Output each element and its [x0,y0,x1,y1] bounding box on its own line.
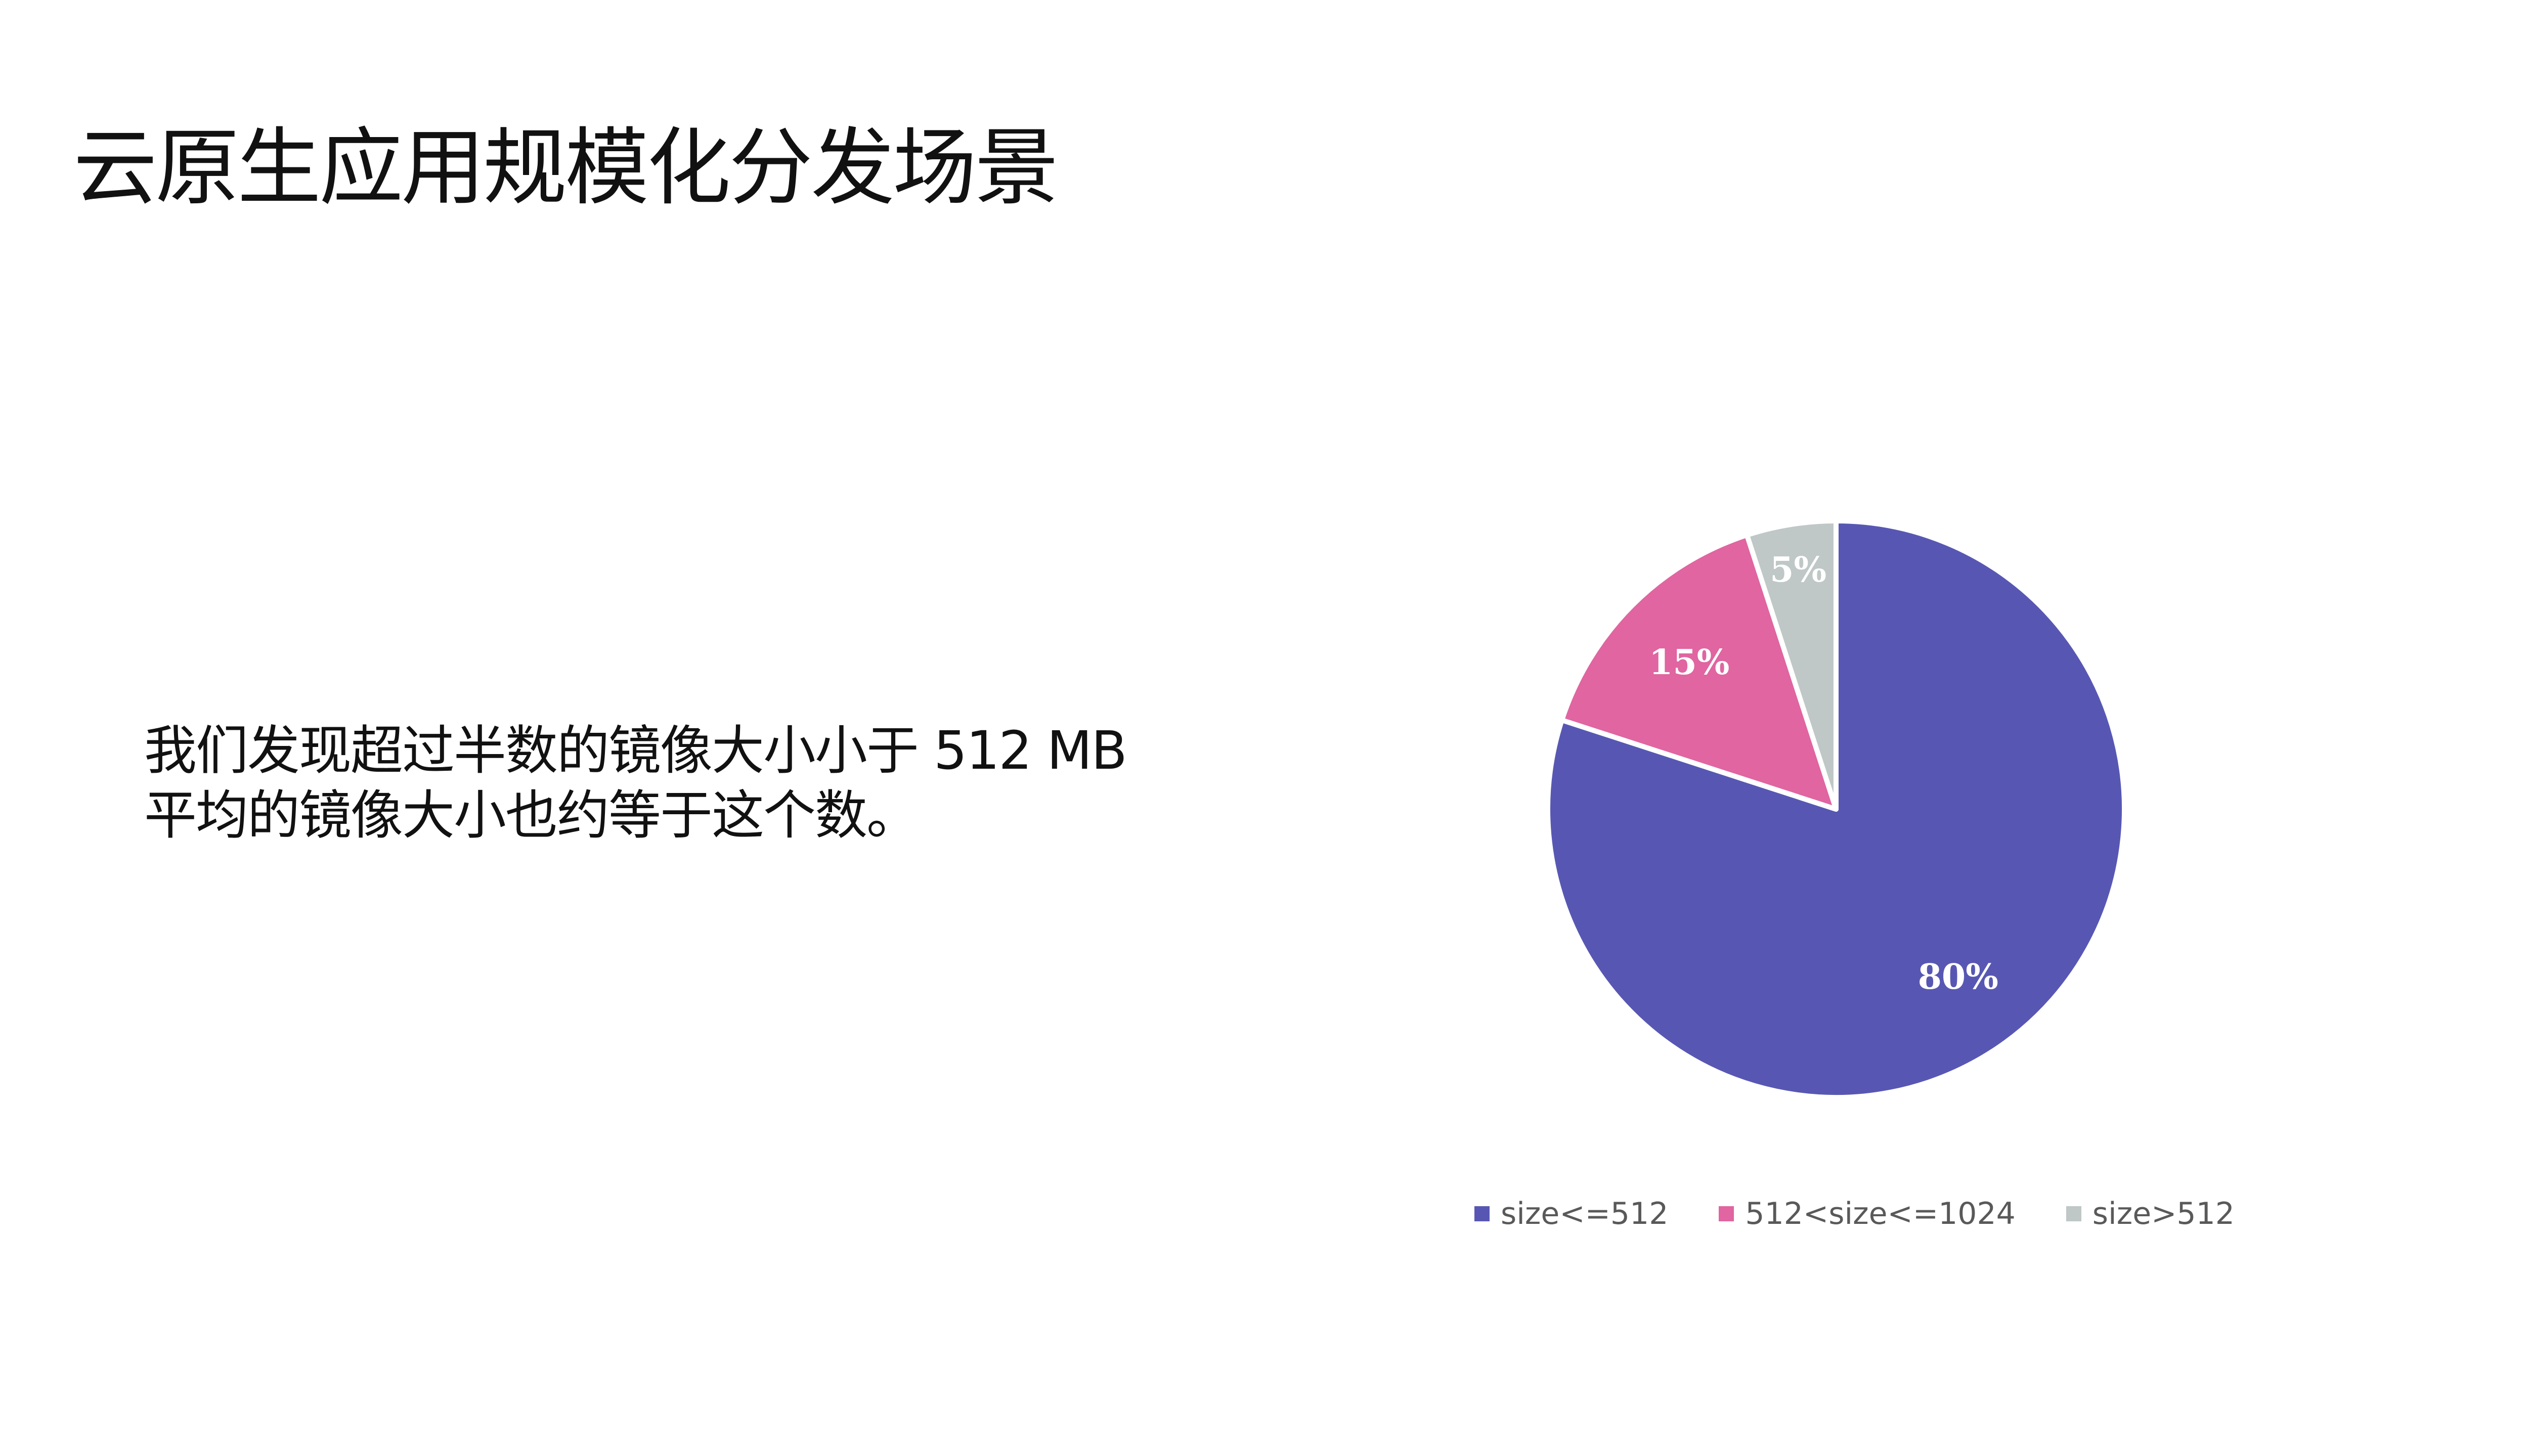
pie-labels: 80% 15% 5% [1649,550,1998,997]
legend-label: 512<size<=1024 [1745,1196,2016,1231]
body-line: 平均的镜像大小也约等于这个数。 [144,784,919,846]
pie-slice [1545,518,2127,1100]
pie-slices [1545,518,2127,1100]
slice-label: 5% [1770,550,1826,590]
chart-legend: size<=512 512<size<=1024 size>512 [1474,1196,2235,1231]
pie-chart: 80% 15% 5% [1545,518,2127,1100]
slice-label: 80% [1918,957,1998,997]
legend-swatch [2066,1206,2081,1221]
legend-swatch [1474,1206,1490,1221]
legend-item: size>512 [2066,1196,2235,1231]
legend-label: size>512 [2092,1196,2235,1231]
legend-label: size<=512 [1501,1196,1669,1231]
legend-item: 512<size<=1024 [1719,1196,2016,1231]
legend-item: size<=512 [1474,1196,1668,1231]
slice-label: 15% [1649,642,1729,683]
slide-title: 云原生应用规模化分发场景 [73,119,1059,217]
legend-swatch [1719,1206,1734,1221]
pie-slice [1744,518,1839,812]
body-line: 我们发现超过半数的镜像大小小于 512 MB [144,720,1127,781]
body-text: 我们发现超过半数的镜像大小小于 512 MB 平均的镜像大小也约等于这个数。 [144,718,1127,848]
